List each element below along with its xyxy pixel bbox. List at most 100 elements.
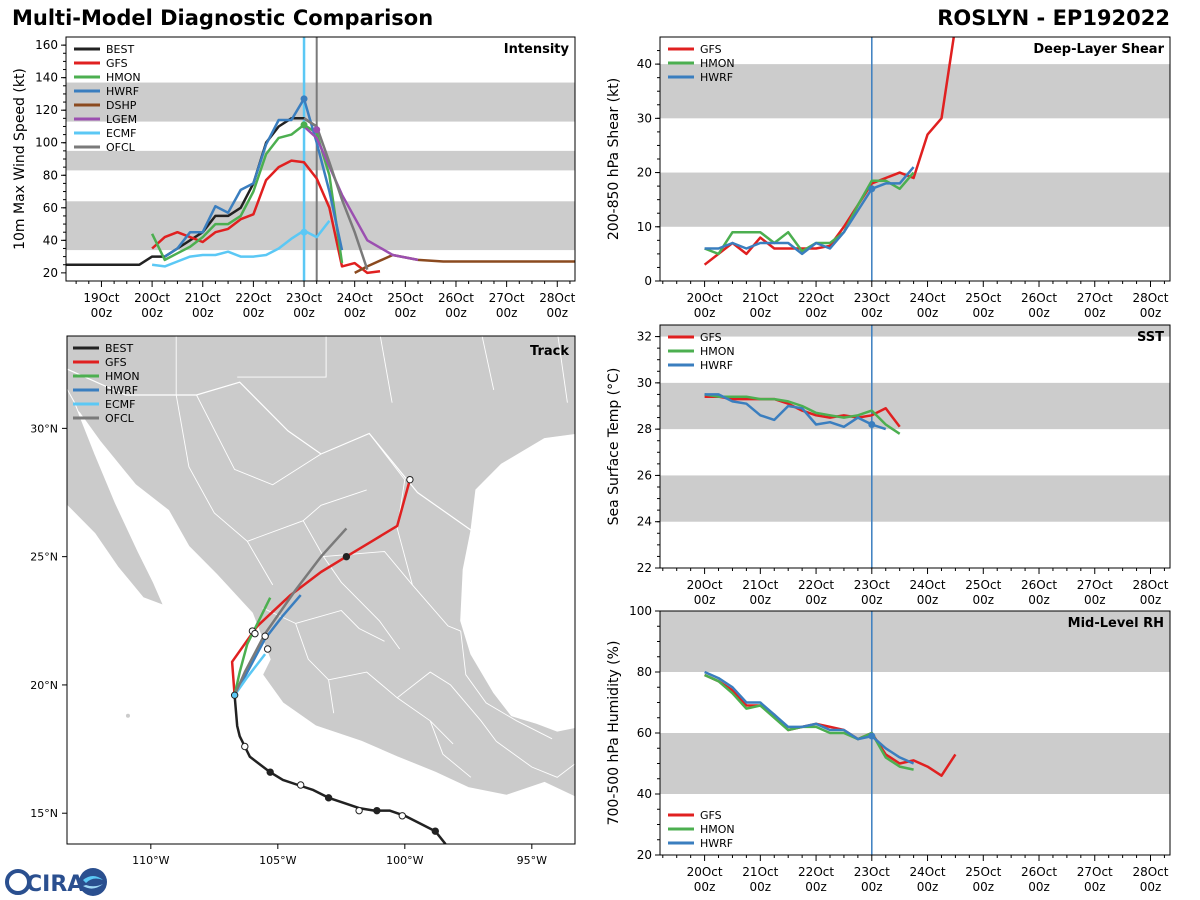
intensity-xtick-day: 25Oct: [387, 291, 423, 305]
track-state-line-12: [496, 741, 575, 778]
logo-swirl-icon: [83, 876, 103, 883]
shear-xtick-hour: 00z: [861, 306, 883, 320]
rh-panel-title: Mid-Level RH: [1068, 616, 1164, 631]
shear-legend-label-hmon: HMON: [700, 57, 735, 70]
track-point-14: [230, 691, 239, 699]
shear-ytick-label: 10: [637, 220, 652, 234]
track-series-ecmf: [233, 653, 267, 696]
shear-xtick-hour: 00z: [1028, 306, 1050, 320]
intensity-series-ecmf: [151, 220, 331, 268]
intensity-xtick-day: 19Oct: [83, 291, 119, 305]
shear-series-hwrf: [704, 166, 915, 256]
track-point-12: [261, 632, 269, 640]
sst-xtick-day: 28Oct: [1132, 578, 1168, 592]
rh-plot-area: [660, 611, 1170, 855]
rh-xtick-day: 24Oct: [910, 865, 946, 879]
track-point-5: [296, 781, 305, 789]
rh-xtick-hour: 00z: [750, 880, 772, 894]
sst-band-2: [660, 325, 1170, 337]
sst-xtick-day: 25Oct: [965, 578, 1001, 592]
rh-ytick-label: 60: [637, 726, 652, 740]
track-legend-label-best: BEST: [105, 342, 133, 355]
intensity-legend-label-dshp: DSHP: [106, 99, 137, 112]
intensity-xtick-hour: 00z: [91, 306, 113, 320]
intensity-legend-label-gfs: GFS: [106, 57, 128, 70]
sst-xtick-hour: 00z: [1084, 593, 1106, 607]
shear-plot-area: [660, 37, 1170, 281]
intensity-ytick-label: 20: [43, 266, 58, 280]
shear-xtick-day: 27Oct: [1077, 291, 1113, 305]
track-series-gfs: [230, 479, 412, 696]
track-state-line-1: [247, 489, 367, 542]
rh-xtick-day: 25Oct: [965, 865, 1001, 879]
track-xtick-label: 95°W: [517, 854, 547, 867]
rh-xtick-day: 22Oct: [798, 865, 834, 879]
sst-ytick-label: 26: [637, 468, 652, 482]
intensity-legend-label-hmon: HMON: [106, 71, 141, 84]
track-state-line-4: [262, 607, 335, 714]
sst-xtick-hour: 00z: [861, 593, 883, 607]
sst-legend-label-hwrf: HWRF: [700, 359, 733, 372]
intensity-series-hmon: [150, 123, 344, 264]
shear-ytick-label: 20: [637, 166, 652, 180]
intensity-xtick-hour: 00z: [344, 306, 366, 320]
shear-xtick-day: 26Oct: [1021, 291, 1057, 305]
track-state-line-2: [302, 520, 401, 650]
intensity-xtick-day: 26Oct: [438, 291, 474, 305]
shear-xtick-hour: 00z: [750, 306, 772, 320]
track-point-2: [373, 806, 381, 815]
track-point-1: [398, 812, 406, 820]
intensity-xtick-day: 22Oct: [235, 291, 271, 305]
rh-xtick-hour: 00z: [1084, 880, 1106, 894]
sst-xtick-day: 24Oct: [910, 578, 946, 592]
track-state-line-10: [295, 609, 385, 642]
shear-legend-label-hwrf: HWRF: [700, 71, 733, 84]
intensity-series-dshp: [354, 253, 575, 275]
sst-xtick-hour: 00z: [805, 593, 827, 607]
sst-ytick-label: 24: [637, 515, 652, 529]
shear-xtick-day: 25Oct: [965, 291, 1001, 305]
sst-ytick-label: 30: [637, 376, 652, 390]
track-map: 15°N 20°N 25°N 30°N 110°W 105°W 100°W 95°W Track…: [30, 335, 576, 867]
sst-legend-label-gfs: GFS: [700, 331, 722, 344]
shear-xtick-day: 21Oct: [742, 291, 778, 305]
track-series-hmon: [233, 597, 272, 696]
intensity-xtick-hour: 00z: [496, 306, 518, 320]
rh-series-hmon: [704, 673, 914, 771]
shear-xtick-hour: 00z: [1084, 306, 1106, 320]
shear-xtick-day: 22Oct: [798, 291, 834, 305]
shear-xtick-hour: 00z: [972, 306, 994, 320]
track-point-11: [251, 629, 259, 638]
rh-xtick-day: 20Oct: [687, 865, 723, 879]
rh-series-gfs: [704, 673, 957, 777]
page-title: Multi-Model Diagnostic Comparison: [12, 6, 434, 30]
storm-title: ROSLYN - EP192022: [937, 6, 1170, 30]
sst-xtick-hour: 00z: [1028, 593, 1050, 607]
sst-marker-0: [868, 421, 876, 429]
shear-xtick-day: 23Oct: [854, 291, 890, 305]
track-point-9: [406, 475, 414, 484]
track-us-line-2: [379, 336, 393, 403]
rh-ytick-label: 100: [629, 604, 652, 618]
rh-marker-0: [868, 732, 876, 740]
intensity-band-0: [66, 201, 575, 251]
intensity-series-ofcl: [303, 117, 369, 270]
intensity-ylabel: 10m Max Wind Speed (kt): [12, 68, 28, 250]
rh-legend-label-hmon: HMON: [700, 823, 735, 836]
sst-xtick-day: 20Oct: [687, 578, 723, 592]
track-point-4: [324, 794, 333, 802]
intensity-marker-0: [300, 95, 308, 103]
sst-xtick-hour: 00z: [972, 593, 994, 607]
sst-xtick-day: 27Oct: [1077, 578, 1113, 592]
intensity-series-lgem: [303, 125, 419, 262]
intensity-legend-label-ofcl: OFCL: [106, 141, 136, 154]
sst-xtick-hour: 00z: [917, 593, 939, 607]
track-us-line-1: [237, 336, 327, 378]
track-xtick-label: 110°W: [132, 854, 169, 867]
sst-xtick-day: 21Oct: [742, 578, 778, 592]
intensity-xtick-hour: 00z: [243, 306, 265, 320]
intensity-xtick-day: 24Oct: [337, 291, 373, 305]
track-ytick-label: 15°N: [30, 807, 58, 820]
track-point-13: [263, 645, 272, 653]
intensity-plot-area: [66, 37, 575, 281]
